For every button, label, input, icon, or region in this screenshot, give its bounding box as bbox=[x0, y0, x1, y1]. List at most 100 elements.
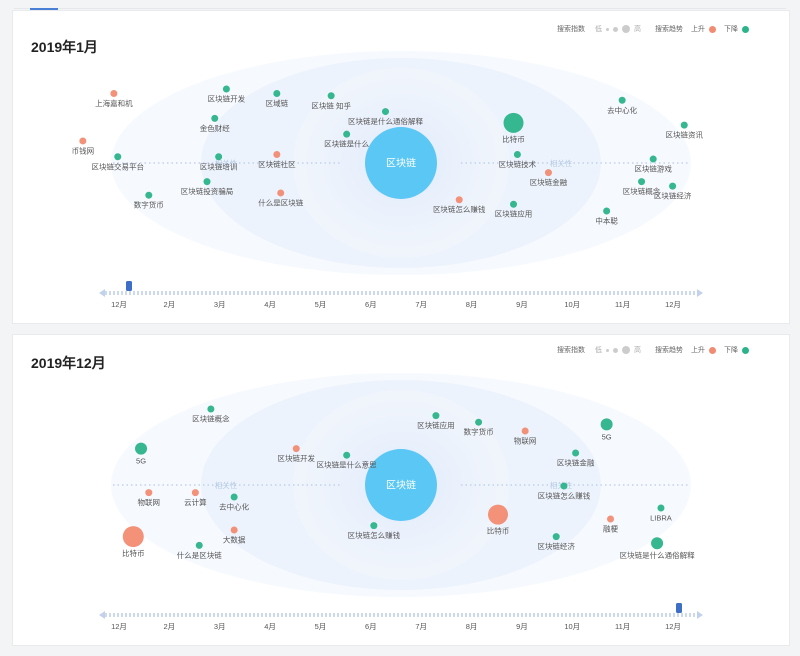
legend-up-dot-icon bbox=[709, 25, 716, 33]
keyword-node-label: 去中心化 bbox=[607, 105, 637, 115]
keyword-node-label: 区块链投资骗局 bbox=[181, 186, 234, 196]
keyword-node-dot bbox=[203, 178, 211, 186]
keyword-node-label: 大数据 bbox=[223, 535, 246, 545]
keyword-node-label: 币钱网 bbox=[72, 145, 95, 155]
keyword-node-label: 区块链经济 bbox=[537, 541, 575, 551]
legend-up-dot-icon bbox=[709, 346, 716, 354]
timeline-handle[interactable] bbox=[126, 281, 132, 291]
keyword-node-label: 区块链经济 bbox=[654, 191, 692, 201]
keyword-node-dot bbox=[552, 533, 560, 541]
timeline-month-label: 6月 bbox=[365, 622, 377, 631]
keyword-node-label: 区块链金融 bbox=[530, 177, 568, 187]
keyword-node-dot bbox=[657, 504, 665, 512]
keyword-node-label: 什么是区块链 bbox=[258, 197, 303, 207]
keyword-node-label: 区块链 知乎 bbox=[311, 100, 351, 110]
keyword-node-dot bbox=[370, 522, 378, 530]
timeline-left-arrow-icon bbox=[99, 289, 105, 297]
legend-up: 上升 bbox=[691, 347, 705, 354]
keyword-node-label: 5G bbox=[136, 457, 146, 466]
keyword-node-label: 区块链培训 bbox=[200, 161, 238, 171]
legend-down-dot-icon bbox=[742, 346, 749, 354]
keyword-node-dot bbox=[680, 121, 688, 129]
timeline-month-label: 2月 bbox=[164, 622, 176, 631]
keyword-node-dot bbox=[195, 541, 203, 549]
keyword-node-dot bbox=[211, 114, 219, 122]
keyword-node-label: 区块链资讯 bbox=[665, 130, 703, 140]
legend-index-label: 搜索指数 bbox=[557, 347, 585, 354]
keyword-node-dot bbox=[145, 191, 153, 199]
keyword-node-label: 区块链概念 bbox=[623, 186, 661, 196]
keyword-node-label: 区块链游戏 bbox=[634, 164, 672, 174]
keyword-node-label: 区块链应用 bbox=[495, 209, 533, 219]
timeline-month-label: 8月 bbox=[466, 300, 478, 309]
timeline-month-label: 12月 bbox=[665, 622, 681, 631]
trend-panel-jan: 2019年1月 搜索指数 低 高 搜索趋势 上升 下降 相关性 相关性 区块链 上海嘉… bbox=[12, 10, 790, 324]
legend-low: 低 bbox=[595, 347, 602, 354]
keyword-node-label: 5G bbox=[602, 432, 612, 441]
keyword-node-dot bbox=[292, 445, 300, 453]
keyword-node-label: 金色财经 bbox=[200, 123, 230, 133]
timeline-right-arrow-icon bbox=[697, 289, 703, 297]
keyword-node-dot bbox=[273, 151, 281, 159]
keyword-node-label: 区块链怎么赚钱 bbox=[538, 491, 591, 501]
keyword-node-label: 比特币 bbox=[487, 526, 510, 536]
keyword-node-label: 中本聪 bbox=[595, 216, 618, 226]
keyword-node-label: 区块链概念 bbox=[192, 414, 230, 424]
keyword-node-label: 区块链是什么通俗解释 bbox=[348, 116, 423, 126]
keyword-node-dot bbox=[513, 151, 521, 159]
timeline-handle[interactable] bbox=[676, 603, 682, 613]
legend-down-dot-icon bbox=[742, 25, 749, 33]
keyword-node-dot bbox=[135, 442, 148, 455]
keyword-node-dot bbox=[488, 504, 508, 525]
keyword-node-dot bbox=[649, 155, 657, 163]
keyword-node-label: 区块链是什么意思 bbox=[317, 460, 377, 470]
keyword-node-label: 物联网 bbox=[138, 497, 161, 507]
keyword-node-dot bbox=[273, 90, 281, 97]
keyword-node-label: 什么是区块链 bbox=[177, 550, 222, 560]
keyword-node-label: LIBRA bbox=[650, 514, 672, 523]
keyword-node-dot bbox=[455, 196, 463, 204]
keyword-node-dot bbox=[572, 449, 580, 457]
center-node bbox=[365, 127, 437, 199]
keyword-node-label: 区块链应用 bbox=[417, 420, 455, 430]
timeline-month-label: 11月 bbox=[615, 300, 630, 309]
keyword-node-dot bbox=[79, 137, 87, 145]
keyword-node-label: 上海嘉和机 bbox=[95, 98, 133, 108]
keyword-node-label: 云计算 bbox=[184, 497, 207, 507]
timeline-month-label: 4月 bbox=[264, 622, 276, 631]
legend-big-dot-icon bbox=[622, 346, 630, 354]
keyword-node-dot bbox=[618, 96, 626, 104]
keyword-node-dot bbox=[191, 489, 199, 497]
timeline-month-label: 12月 bbox=[111, 622, 127, 631]
keyword-node-dot bbox=[215, 153, 223, 161]
timeline-month-label: 5月 bbox=[315, 300, 327, 309]
keyword-node-label: 区块链是什么通俗解释 bbox=[620, 550, 695, 560]
panel-title: 2019年1月 bbox=[31, 39, 98, 55]
timeline-month-label: 3月 bbox=[214, 300, 226, 309]
active-tab-indicator bbox=[30, 8, 58, 10]
center-node bbox=[365, 449, 437, 521]
legend-mid-dot-icon bbox=[613, 347, 618, 353]
keyword-node-dot bbox=[327, 92, 335, 100]
center-node-label: 区块链 bbox=[386, 479, 416, 492]
legend-mid-dot-icon bbox=[613, 26, 618, 32]
timeline-month-label: 3月 bbox=[214, 622, 226, 631]
keyword-node-dot bbox=[669, 182, 677, 190]
timeline-month-label: 5月 bbox=[315, 622, 327, 631]
timeline-month-label: 7月 bbox=[415, 300, 427, 309]
legend-low: 低 bbox=[595, 26, 602, 33]
keyword-node-dot bbox=[603, 207, 611, 215]
keyword-node-label: 区块链怎么赚钱 bbox=[433, 204, 486, 214]
timeline-left-arrow-icon bbox=[99, 611, 105, 619]
legend-trend-label: 搜索趋势 bbox=[655, 26, 683, 33]
keyword-node-dot bbox=[432, 412, 440, 420]
legend-small-dot-icon bbox=[606, 348, 609, 352]
keyword-node-dot bbox=[110, 90, 118, 97]
keyword-node-label: 区块链金融 bbox=[557, 458, 595, 468]
legend-small-dot-icon bbox=[606, 27, 609, 31]
relevance-label: 相关性 bbox=[215, 480, 238, 490]
timeline-month-label: 12月 bbox=[111, 300, 127, 309]
timeline-month-label: 7月 bbox=[415, 622, 427, 631]
legend-down: 下降 bbox=[724, 26, 738, 33]
